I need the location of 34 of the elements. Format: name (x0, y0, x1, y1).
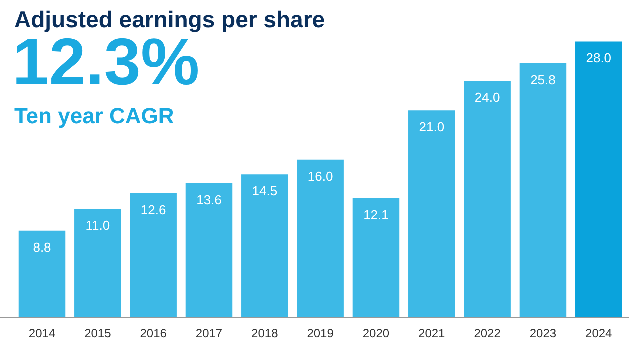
x-tick-label: 2024 (586, 326, 613, 340)
bar (186, 184, 233, 318)
data-label: 25.8 (530, 72, 556, 88)
data-label: 16.0 (308, 168, 334, 184)
x-tick-label: 2020 (362, 326, 390, 340)
data-label: 13.6 (196, 192, 222, 208)
bar (408, 110, 456, 318)
x-tick-label: 2021 (418, 326, 446, 340)
bar (130, 193, 177, 318)
x-tick-label: 2016 (140, 326, 168, 340)
data-label: 28.0 (586, 50, 612, 66)
bar (74, 209, 122, 318)
x-tick-label: 2023 (530, 326, 557, 340)
bar (297, 160, 344, 318)
bar (576, 42, 622, 318)
data-label: 8.8 (33, 240, 52, 255)
data-label: 12.1 (364, 207, 389, 222)
x-tick-label: 2018 (252, 326, 279, 340)
text: Ten year CAGR (14, 104, 174, 128)
bar (464, 81, 511, 318)
x-tick-label: 2015 (84, 326, 112, 340)
data-label: 12.6 (140, 202, 166, 218)
bar (242, 174, 288, 318)
data-label: 21.0 (419, 120, 445, 135)
x-tick-label: 2019 (307, 326, 334, 340)
bar (520, 63, 567, 318)
x-tick-label: 2014 (28, 326, 56, 340)
bar (18, 230, 66, 318)
x-tick-label: 2022 (474, 326, 502, 340)
bar (352, 198, 400, 318)
data-label: 24.0 (474, 90, 500, 106)
data-label: 14.5 (252, 184, 278, 199)
x-tick-label: 2017 (196, 326, 223, 340)
data-label: 11.0 (86, 218, 110, 234)
